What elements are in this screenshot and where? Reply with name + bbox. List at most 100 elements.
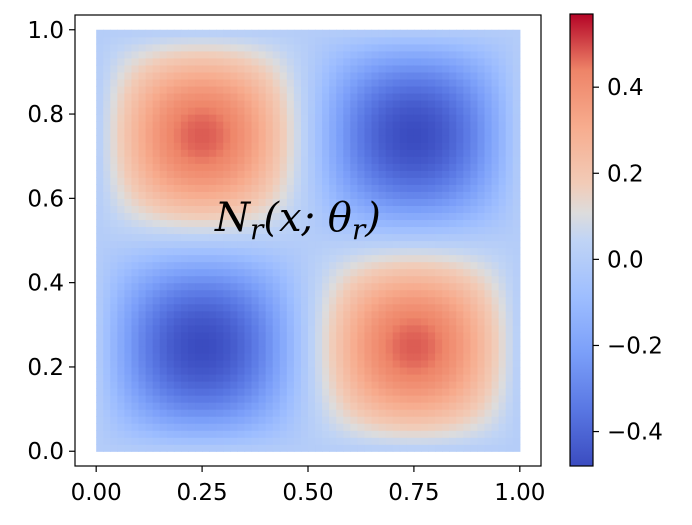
heatmap-cell: [315, 142, 323, 150]
heatmap-cell: [286, 198, 295, 206]
heatmap-cell: [293, 177, 302, 185]
heatmap-cell: [385, 64, 394, 73]
heatmap-cell: [124, 114, 133, 122]
heatmap-cell: [449, 402, 457, 410]
heatmap-cell: [279, 409, 288, 417]
heatmap-cell: [378, 128, 387, 136]
heatmap-cell: [428, 43, 436, 52]
heatmap-cell: [286, 100, 295, 108]
heatmap-cell: [491, 261, 500, 270]
heatmap-cell: [399, 135, 408, 143]
heatmap-cell: [329, 149, 337, 157]
heatmap-cell: [406, 142, 415, 150]
heatmap-cell: [159, 416, 168, 424]
heatmap-cell: [336, 324, 344, 333]
heatmap-cell: [244, 444, 253, 452]
heatmap-cell: [152, 352, 161, 361]
heatmap-cell: [435, 247, 443, 256]
heatmap-cell: [329, 71, 337, 80]
heatmap-cell: [470, 57, 479, 66]
heatmap-cell: [244, 163, 253, 171]
heatmap-cell: [343, 444, 351, 452]
heatmap-cell: [385, 78, 394, 87]
heatmap-cell: [413, 100, 422, 108]
heatmap-cell: [237, 219, 246, 228]
heatmap-cell: [286, 71, 295, 80]
heatmap-cell: [442, 50, 450, 59]
heatmap-cell: [159, 240, 168, 249]
heatmap-cell: [435, 170, 443, 178]
heatmap-cell: [420, 170, 429, 178]
heatmap-cell: [371, 444, 380, 452]
heatmap-cell: [166, 395, 175, 403]
heatmap-cell: [159, 381, 168, 389]
heatmap-cell: [187, 373, 196, 382]
heatmap-cell: [216, 289, 224, 298]
heatmap-cell: [202, 345, 210, 354]
heatmap-cell: [258, 100, 267, 108]
heatmap-cell: [364, 444, 373, 452]
heatmap-cell: [512, 303, 521, 312]
heatmap-cell: [110, 198, 118, 206]
heatmap-cell: [202, 92, 210, 101]
heatmap-cell: [187, 198, 196, 206]
heatmap-cell: [343, 352, 351, 361]
heatmap-cell: [110, 444, 118, 452]
heatmap-cell: [413, 338, 422, 347]
heatmap-cell: [406, 219, 415, 228]
heatmap-cell: [315, 233, 323, 242]
heatmap-cell: [477, 395, 486, 403]
heatmap-cell: [180, 135, 189, 143]
heatmap-cell: [350, 381, 359, 389]
heatmap-cell: [308, 78, 316, 87]
heatmap-cell: [272, 170, 281, 178]
heatmap-cell: [180, 395, 189, 403]
heatmap-cell: [364, 303, 373, 312]
annotation-sub2: r: [352, 213, 367, 246]
heatmap-cell: [131, 395, 140, 403]
heatmap-cell: [336, 247, 344, 256]
heatmap-cell: [279, 289, 288, 298]
heatmap-cell: [187, 296, 196, 305]
heatmap-cell: [336, 36, 344, 45]
heatmap-cell: [399, 170, 408, 178]
heatmap-cell: [209, 64, 217, 73]
heatmap-cell: [505, 198, 514, 206]
heatmap-cell: [420, 324, 429, 333]
heatmap-cell: [216, 85, 224, 94]
heatmap-cell: [251, 57, 260, 66]
heatmap-cell: [315, 107, 323, 115]
heatmap-cell: [420, 381, 429, 389]
heatmap-cell: [293, 352, 302, 361]
heatmap-cell: [180, 163, 189, 171]
heatmap-cell: [463, 381, 471, 389]
heatmap-cell: [512, 184, 521, 192]
heatmap-cell: [124, 121, 133, 129]
heatmap-cell: [96, 324, 104, 333]
heatmap-cell: [145, 177, 154, 185]
heatmap-cell: [399, 36, 408, 45]
heatmap-cell: [138, 310, 147, 319]
heatmap-cell: [406, 121, 415, 129]
heatmap-cell: [463, 64, 471, 73]
heatmap-cell: [251, 170, 260, 178]
heatmap-cell: [357, 373, 366, 382]
heatmap-cell: [498, 261, 507, 270]
heatmap-cell: [392, 296, 401, 305]
heatmap-cell: [336, 92, 344, 101]
heatmap-cell: [131, 275, 140, 284]
heatmap-cell: [202, 381, 210, 389]
heatmap-cell: [117, 275, 126, 284]
heatmap-cell: [378, 135, 387, 143]
heatmap-cell: [385, 338, 394, 347]
heatmap-cell: [223, 114, 231, 122]
heatmap-cell: [244, 338, 253, 347]
heatmap-cell: [103, 128, 111, 136]
heatmap-cell: [265, 352, 274, 361]
heatmap-cell: [173, 395, 182, 403]
heatmap-cell: [131, 430, 140, 438]
heatmap-cell: [124, 36, 133, 45]
heatmap-cell: [385, 233, 394, 242]
heatmap-cell: [456, 142, 464, 150]
heatmap-cell: [124, 142, 133, 150]
